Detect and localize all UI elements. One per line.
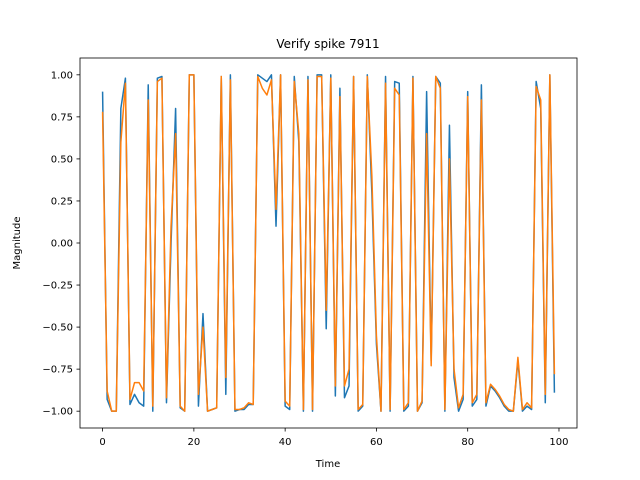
x-tick-label: 0 bbox=[99, 437, 105, 448]
y-tick-label: 0.25 bbox=[51, 196, 73, 207]
y-tick-label: −0.25 bbox=[42, 281, 73, 292]
y-tick-label: 0.00 bbox=[51, 239, 73, 250]
plot-frame bbox=[79, 57, 578, 429]
y-tick-label: −0.50 bbox=[42, 323, 73, 334]
chart-title: Verify spike 7911 bbox=[276, 37, 379, 51]
y-tick-label: 1.00 bbox=[51, 70, 73, 81]
x-tick-label: 20 bbox=[188, 437, 201, 448]
data-line bbox=[101, 74, 556, 412]
y-tick-label: 0.50 bbox=[51, 154, 73, 165]
y-tick-label: −1.00 bbox=[42, 407, 73, 418]
x-tick-label: 80 bbox=[461, 437, 474, 448]
x-axis-label: Time bbox=[315, 459, 340, 470]
x-tick-label: 40 bbox=[279, 437, 292, 448]
y-tick-label: 0.75 bbox=[51, 112, 73, 123]
y-tick-label: −0.75 bbox=[42, 365, 73, 376]
x-tick-label: 60 bbox=[370, 437, 383, 448]
y-axis-label: Magnitude bbox=[12, 217, 23, 270]
x-tick-label: 100 bbox=[549, 437, 568, 448]
